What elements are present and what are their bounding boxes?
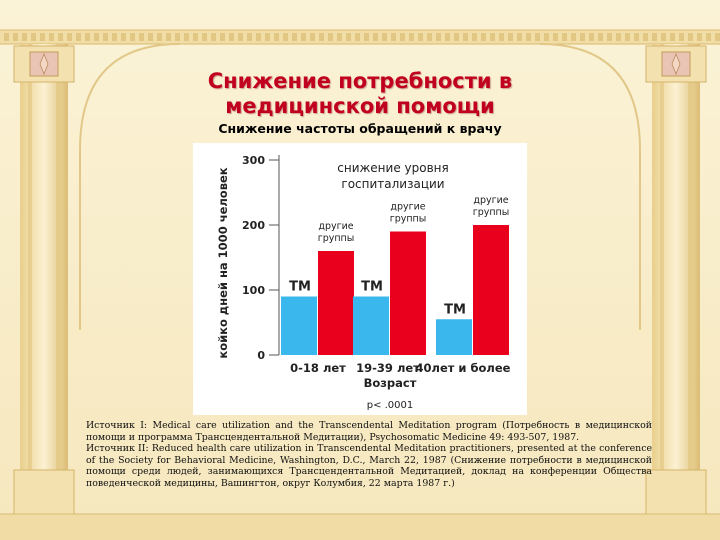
y-tick-label-0: 0 [257,349,265,362]
bar-tm-2 [436,319,472,355]
source-note-1: Источник I: Medical care utilization and… [86,420,652,443]
bar-label-tm-2: ТМ [444,302,466,317]
significance-note: p< .0001 [367,400,414,411]
bar-label-other-2-1: группы [473,207,510,218]
bar-label-other-2-0: другие [473,195,508,206]
slide-title-line2: медицинской помощи [225,94,495,118]
bar-label-other-1-0: другие [390,202,425,213]
slide-title-line1: Снижение потребности в [207,69,513,93]
bar-label-other-0-0: другие [318,221,353,232]
y-tick-label-2: 200 [242,219,265,232]
bar-label-other-1-1: группы [390,214,427,225]
y-tick-label-1: 100 [242,284,265,297]
bar-tm-1 [353,296,389,355]
source-note-2: Источник II: Reduced health care utiliza… [86,443,652,489]
y-tick-label-3: 300 [242,154,265,167]
bar-label-tm-1: ТМ [361,280,383,295]
chart-title-line-2: госпитализации [341,177,444,191]
bar-tm-0 [281,296,317,355]
bar-other-1 [390,231,426,355]
bar-other-2 [473,225,509,355]
chart-background [193,143,527,415]
x-category-label-1: 19-39 лет [356,361,420,375]
bar-other-0 [318,251,354,355]
slide-subtitle: Снижение частоты обращений к врачу [218,121,502,136]
bar-label-tm-0: ТМ [289,280,311,295]
x-category-label-2: 40лет и более [416,361,511,375]
y-ticks: 0 100 200 300 [242,154,279,362]
top-dentil-pattern [4,33,720,41]
bars: ТМдругиегруппыТМдругиегруппыТМдругиегруп… [281,195,509,355]
x-axis-label: Возраст [364,376,417,390]
bar-chart: снижение уровня госпитализации койко дней… [193,143,527,415]
chart-title-line-1: снижение уровня [337,161,448,175]
source-notes: Источник I: Medical care utilization and… [86,420,652,490]
chart-title: снижение уровня госпитализации [337,161,448,191]
y-axis-label: койко дней на 1000 человек [216,167,230,358]
x-category-label-0: 0-18 лет [290,361,346,375]
bar-label-other-0-1: группы [318,233,355,244]
